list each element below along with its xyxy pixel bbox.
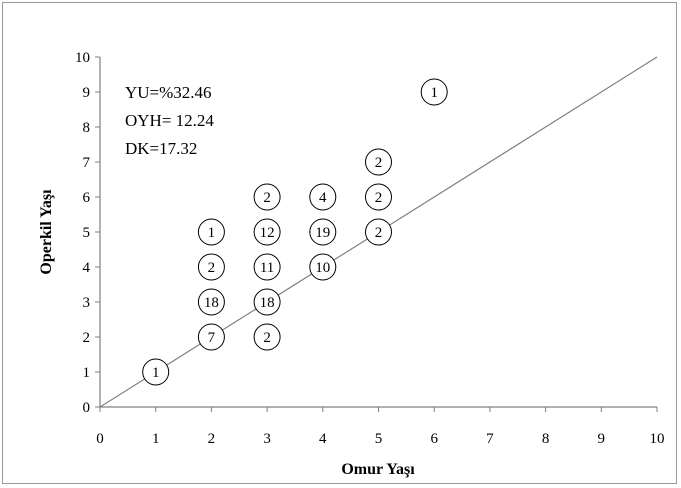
x-tick-label: 9 xyxy=(598,431,606,447)
data-point-label: 2 xyxy=(208,260,216,276)
data-point: 11 xyxy=(253,253,281,281)
data-point-label: 1 xyxy=(208,225,216,241)
x-tick-label: 4 xyxy=(319,431,327,447)
data-point: 1 xyxy=(197,218,225,246)
data-point-label: 1 xyxy=(430,85,438,101)
y-tick-label: 8 xyxy=(83,120,91,136)
data-point: 18 xyxy=(197,288,225,316)
data-point-marker xyxy=(253,323,281,351)
data-point: 4 xyxy=(309,183,337,211)
x-tick-label: 2 xyxy=(208,431,216,447)
data-point-marker xyxy=(420,78,448,106)
data-point-label: 7 xyxy=(208,330,216,346)
data-point: 2 xyxy=(365,218,392,246)
y-tick-label: 6 xyxy=(83,190,91,206)
data-point-marker xyxy=(253,183,281,211)
x-tick-label: 1 xyxy=(152,431,160,447)
x-tick-label: 10 xyxy=(650,431,665,447)
x-tick-label: 0 xyxy=(96,431,104,447)
data-point-label: 2 xyxy=(263,190,271,206)
data-point-marker xyxy=(365,183,392,211)
x-tick-label: 8 xyxy=(542,431,550,447)
y-tick-label: 0 xyxy=(83,400,91,416)
data-point-marker xyxy=(253,253,281,281)
data-point: 10 xyxy=(309,253,337,281)
data-point: 2 xyxy=(365,148,392,176)
chart-frame xyxy=(2,2,677,484)
data-point-label: 11 xyxy=(260,260,274,276)
data-point-marker xyxy=(142,358,170,386)
y-tick-label: 3 xyxy=(83,295,91,311)
data-point: 7 xyxy=(197,323,225,351)
data-point: 1 xyxy=(142,358,170,386)
data-point-label: 2 xyxy=(375,190,383,206)
data-point-marker xyxy=(309,218,337,246)
y-tick-label: 5 xyxy=(83,225,91,241)
data-point-label: 10 xyxy=(315,260,330,276)
data-point-label: 2 xyxy=(375,155,383,171)
annotation-yu: YU=%32.46 xyxy=(125,83,212,102)
data-point-marker xyxy=(309,253,337,281)
y-tick-label: 10 xyxy=(75,50,90,66)
data-point-label: 4 xyxy=(319,190,327,206)
data-point: 1 xyxy=(420,78,448,106)
data-point-label: 19 xyxy=(315,225,330,241)
data-point: 12 xyxy=(253,218,281,246)
data-point-label: 1 xyxy=(152,365,160,381)
data-point-marker xyxy=(197,323,225,351)
x-tick-label: 3 xyxy=(263,431,271,447)
data-point: 2 xyxy=(197,253,225,281)
y-tick-label: 9 xyxy=(83,85,91,101)
y-axis-label: Operkil Yaşı xyxy=(38,189,55,275)
annotation-oyh: OYH= 12.24 xyxy=(125,111,214,130)
x-tick-label: 5 xyxy=(375,431,383,447)
data-point-marker xyxy=(365,218,392,246)
data-point: 2 xyxy=(253,183,281,211)
y-tick-label: 1 xyxy=(83,365,91,381)
data-point-marker xyxy=(197,288,225,316)
data-point-label: 18 xyxy=(204,295,219,311)
data-point-marker xyxy=(253,288,281,316)
data-point-marker xyxy=(253,218,281,246)
data-point-marker xyxy=(309,183,337,211)
data-point-label: 2 xyxy=(263,330,271,346)
y-tick-label: 7 xyxy=(83,155,91,171)
y-tick-label: 2 xyxy=(83,330,91,346)
data-point-marker xyxy=(197,253,225,281)
data-point-label: 12 xyxy=(260,225,275,241)
data-point: 2 xyxy=(365,183,392,211)
x-tick-label: 6 xyxy=(430,431,438,447)
x-tick-label: 7 xyxy=(486,431,494,447)
data-point-marker xyxy=(197,218,225,246)
data-point: 2 xyxy=(253,323,281,351)
data-point-marker xyxy=(365,148,392,176)
y-tick-label: 4 xyxy=(83,260,91,276)
annotation-dk: DK=17.32 xyxy=(125,139,197,158)
x-axis-label: Omur Yaşı xyxy=(341,461,415,478)
data-point-label: 2 xyxy=(375,225,383,241)
data-point: 19 xyxy=(309,218,337,246)
data-point: 18 xyxy=(253,288,281,316)
data-point-label: 18 xyxy=(260,295,275,311)
